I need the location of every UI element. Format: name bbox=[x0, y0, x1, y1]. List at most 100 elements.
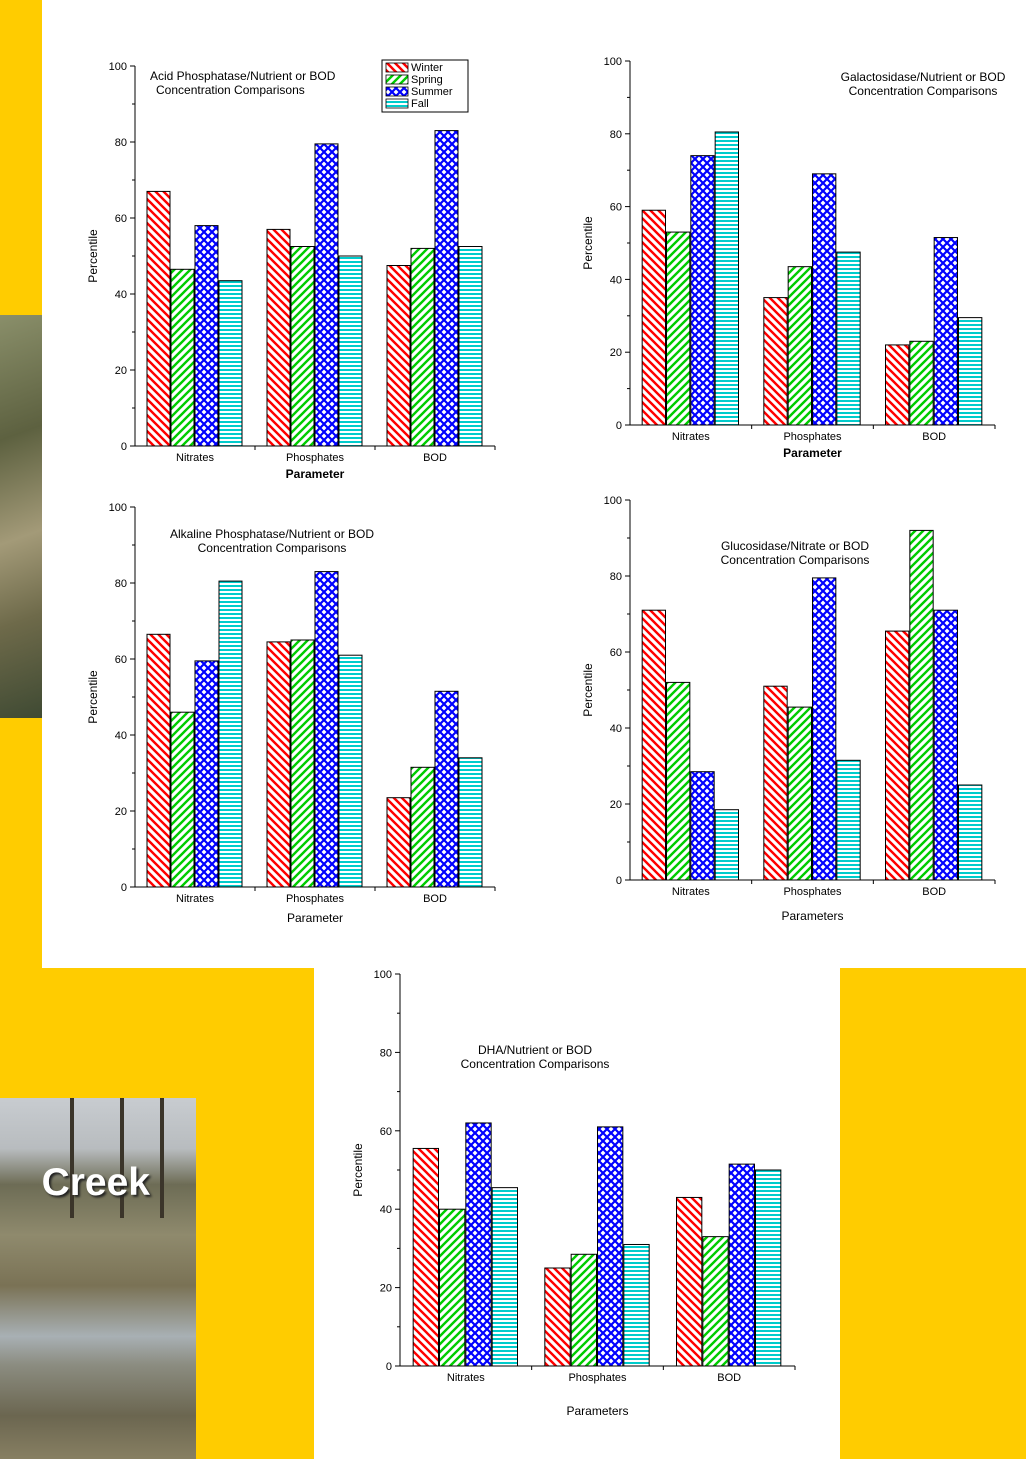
bar-winter-nitrates bbox=[146, 190, 171, 447]
bar-fall-phosphates bbox=[836, 759, 861, 881]
bar-fall-bod bbox=[958, 784, 983, 881]
y-tick-label: 0 bbox=[386, 1361, 392, 1373]
x-tick-label: BOD bbox=[717, 1372, 741, 1384]
y-tick-label: 0 bbox=[121, 882, 127, 894]
bar-winter-nitrates bbox=[412, 1147, 440, 1367]
chart-title-line: Glucosidase/Nitrate or BOD bbox=[721, 539, 869, 553]
bar-spring-nitrates bbox=[170, 711, 195, 888]
bar-summer-nitrates bbox=[690, 771, 715, 881]
bar-spring-phosphates bbox=[570, 1253, 598, 1367]
bar-spring-nitrates bbox=[439, 1208, 466, 1367]
x-tick-label: Nitrates bbox=[176, 452, 214, 464]
alkaline-phosphatase-chart: 0 20 40 60 80 100 Nitrates Phosphates BOD Paramet… bbox=[86, 502, 496, 925]
photo-caption: Creek bbox=[41, 1161, 150, 1204]
bar-winter-phosphates bbox=[266, 228, 291, 447]
bar-fall-bod bbox=[755, 1169, 782, 1367]
bar-summer-nitrates bbox=[690, 155, 715, 426]
y-tick-label: 80 bbox=[610, 129, 622, 141]
bar-spring-bod bbox=[909, 340, 934, 426]
y-tick-label: 20 bbox=[610, 347, 622, 359]
creek-photo-bottom bbox=[0, 1098, 196, 1459]
bar-summer-bod bbox=[933, 609, 958, 881]
y-tick-label: 40 bbox=[380, 1204, 392, 1216]
bar-summer-phosphates bbox=[597, 1126, 624, 1367]
bar-summer-phosphates bbox=[314, 143, 339, 447]
chart-title-line: DHA/Nutrient or BOD bbox=[478, 1043, 592, 1057]
bar-winter-bod bbox=[885, 630, 910, 881]
creek-photo-left bbox=[0, 315, 42, 718]
legend-label: Spring bbox=[411, 74, 443, 86]
y-axis-label: Percentile bbox=[86, 229, 100, 283]
chart-title-line: Concentration Comparisons bbox=[461, 1057, 610, 1071]
bar-winter-phosphates bbox=[763, 685, 788, 881]
bar-winter-bod bbox=[386, 265, 411, 447]
y-tick-label: 100 bbox=[109, 61, 127, 73]
y-tick-label: 20 bbox=[115, 365, 127, 377]
bar-fall-nitrates bbox=[491, 1187, 519, 1367]
bar-fall-bod bbox=[958, 317, 983, 426]
chart-title-line: Acid Phosphatase/Nutrient or BOD bbox=[150, 69, 336, 83]
chart-title-line: Concentration Comparisons bbox=[198, 541, 347, 555]
x-tick-label: Nitrates bbox=[176, 893, 214, 905]
bar-spring-bod bbox=[410, 247, 435, 447]
bar-winter-nitrates bbox=[641, 609, 666, 881]
x-tick-label: BOD bbox=[423, 893, 447, 905]
bar-fall-nitrates bbox=[218, 580, 243, 888]
bar-winter-nitrates bbox=[641, 209, 666, 426]
bar-summer-bod bbox=[434, 130, 459, 447]
galactosidase-chart: 0 20 40 60 80 100 Nitrates Phosphates BOD Paramet… bbox=[581, 56, 1006, 460]
x-tick-label: Phosphates bbox=[783, 431, 842, 443]
y-tick-label: 60 bbox=[610, 647, 622, 659]
x-tick-label: Phosphates bbox=[568, 1372, 627, 1384]
bar-summer-phosphates bbox=[812, 173, 837, 426]
x-tick-label: Nitrates bbox=[447, 1372, 485, 1384]
y-axis-label: Percentile bbox=[581, 663, 595, 717]
x-axis-label: Parameter bbox=[287, 911, 343, 925]
y-tick-label: 100 bbox=[374, 969, 392, 981]
chart-title-line: Galactosidase/Nutrient or BOD bbox=[841, 70, 1006, 84]
bar-summer-phosphates bbox=[314, 571, 339, 888]
bar-spring-bod bbox=[410, 766, 435, 888]
bar-winter-bod bbox=[676, 1196, 703, 1367]
bar-spring-bod bbox=[702, 1236, 729, 1367]
y-tick-label: 60 bbox=[115, 213, 127, 225]
legend-label: Summer bbox=[411, 86, 453, 98]
acid-phosphatase-chart: 0 20 40 60 80 100 Nitrates Phosphates BOD Paramet… bbox=[86, 59, 496, 481]
bar-spring-nitrates bbox=[666, 681, 691, 881]
x-tick-label: BOD bbox=[423, 452, 447, 464]
y-tick-label: 80 bbox=[610, 571, 622, 583]
x-axis-label: Parameter bbox=[783, 446, 842, 460]
bar-fall-bod bbox=[458, 757, 483, 888]
bar-spring-phosphates bbox=[290, 639, 315, 888]
y-tick-label: 100 bbox=[604, 56, 622, 68]
bar-fall-phosphates bbox=[623, 1243, 650, 1367]
y-tick-label: 80 bbox=[115, 137, 127, 149]
y-tick-label: 0 bbox=[121, 441, 127, 453]
bar-spring-phosphates bbox=[290, 246, 315, 447]
x-tick-label: Phosphates bbox=[286, 452, 345, 464]
bar-winter-bod bbox=[386, 797, 411, 888]
bar-summer-phosphates bbox=[812, 577, 837, 881]
legend-swatch-summer bbox=[385, 86, 409, 97]
x-axis-label: Parameters bbox=[566, 1404, 628, 1418]
y-tick-label: 100 bbox=[604, 495, 622, 507]
legend-swatch-fall bbox=[385, 98, 409, 109]
y-tick-label: 0 bbox=[616, 420, 622, 432]
bar-summer-bod bbox=[728, 1163, 755, 1367]
x-axis-label: Parameter bbox=[286, 467, 345, 481]
y-tick-label: 60 bbox=[380, 1126, 392, 1138]
y-tick-label: 100 bbox=[109, 502, 127, 514]
bar-spring-phosphates bbox=[787, 706, 813, 881]
y-tick-label: 40 bbox=[115, 730, 127, 742]
x-tick-label: Phosphates bbox=[286, 893, 345, 905]
bar-fall-phosphates bbox=[338, 255, 363, 447]
y-tick-label: 60 bbox=[115, 654, 127, 666]
bar-summer-nitrates bbox=[194, 660, 219, 888]
bar-winter-phosphates bbox=[763, 297, 788, 426]
y-tick-label: 40 bbox=[115, 289, 127, 301]
bar-fall-nitrates bbox=[218, 280, 243, 447]
bar-fall-phosphates bbox=[836, 251, 861, 426]
y-tick-label: 0 bbox=[616, 875, 622, 887]
bar-summer-nitrates bbox=[194, 225, 219, 447]
chart-title-line: Concentration Comparisons bbox=[849, 84, 998, 98]
